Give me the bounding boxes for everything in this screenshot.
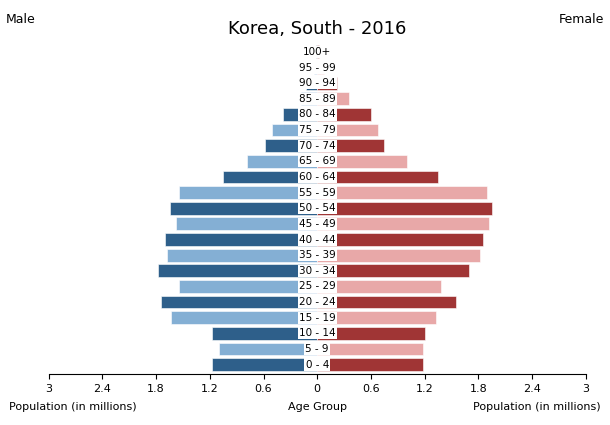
Text: 70 - 74: 70 - 74 xyxy=(299,141,336,151)
Bar xyxy=(176,218,317,230)
Bar xyxy=(179,280,317,293)
Text: 35 - 39: 35 - 39 xyxy=(299,250,336,260)
Bar xyxy=(317,264,469,277)
Bar xyxy=(273,124,317,136)
Bar xyxy=(317,233,483,246)
Bar xyxy=(317,170,438,184)
Bar xyxy=(317,186,487,199)
Text: Age Group: Age Group xyxy=(288,402,346,412)
Bar xyxy=(158,264,317,277)
Text: Male: Male xyxy=(6,13,36,26)
Bar xyxy=(317,280,440,293)
Bar xyxy=(317,358,423,371)
Text: 85 - 89: 85 - 89 xyxy=(299,94,336,104)
Bar xyxy=(317,218,489,230)
Text: Population (in millions): Population (in millions) xyxy=(9,402,137,412)
Text: 50 - 54: 50 - 54 xyxy=(299,203,336,213)
Text: 75 - 79: 75 - 79 xyxy=(299,125,336,135)
Text: 90 - 94: 90 - 94 xyxy=(299,78,336,88)
Bar xyxy=(265,139,317,152)
Bar xyxy=(317,343,423,355)
Text: 55 - 59: 55 - 59 xyxy=(299,187,336,198)
Text: 60 - 64: 60 - 64 xyxy=(299,172,336,182)
Bar xyxy=(317,155,407,168)
Bar xyxy=(167,249,317,261)
Bar xyxy=(317,45,319,58)
Text: 25 - 29: 25 - 29 xyxy=(299,281,336,292)
Bar xyxy=(317,327,425,340)
Bar xyxy=(301,92,317,105)
Title: Korea, South - 2016: Korea, South - 2016 xyxy=(228,20,406,38)
Bar xyxy=(317,202,492,215)
Text: Population (in millions): Population (in millions) xyxy=(473,402,601,412)
Text: 30 - 34: 30 - 34 xyxy=(299,266,336,276)
Text: 45 - 49: 45 - 49 xyxy=(299,219,336,229)
Bar xyxy=(223,170,317,184)
Bar xyxy=(317,92,348,105)
Bar xyxy=(212,327,317,340)
Bar xyxy=(248,155,317,168)
Bar xyxy=(283,108,317,121)
Bar xyxy=(212,358,317,371)
Bar xyxy=(314,61,317,74)
Text: 15 - 19: 15 - 19 xyxy=(299,313,336,323)
Bar xyxy=(306,77,317,90)
Bar xyxy=(317,139,384,152)
Bar xyxy=(317,61,325,74)
Bar xyxy=(317,108,371,121)
Bar xyxy=(219,343,317,355)
Bar xyxy=(170,202,317,215)
Bar xyxy=(317,249,480,261)
Text: Female: Female xyxy=(559,13,604,26)
Bar xyxy=(179,186,317,199)
Text: 40 - 44: 40 - 44 xyxy=(299,235,336,244)
Bar xyxy=(317,311,436,324)
Text: 5 - 9: 5 - 9 xyxy=(306,344,329,354)
Text: 80 - 84: 80 - 84 xyxy=(299,109,336,119)
Bar xyxy=(165,233,317,246)
Bar xyxy=(160,296,317,309)
Text: 10 - 14: 10 - 14 xyxy=(299,329,336,338)
Bar xyxy=(171,311,317,324)
Text: 100+: 100+ xyxy=(303,47,331,57)
Text: 20 - 24: 20 - 24 xyxy=(299,297,336,307)
Text: 65 - 69: 65 - 69 xyxy=(299,156,336,166)
Text: 0 - 4: 0 - 4 xyxy=(306,360,329,370)
Bar xyxy=(317,296,456,309)
Text: 95 - 99: 95 - 99 xyxy=(299,62,336,73)
Bar xyxy=(317,77,337,90)
Bar xyxy=(317,124,378,136)
